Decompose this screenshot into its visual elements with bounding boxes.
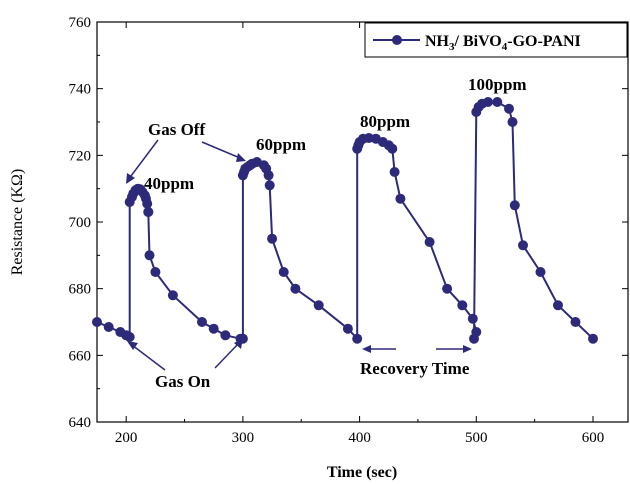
y-tick-label: 680 [69,282,92,298]
data-point [442,283,453,294]
annotation-recovery-time: Recovery Time [360,359,470,378]
x-axis-ticks: 200 300 400 500 600 [115,22,604,446]
arrow-gas-on-to-40ppm [131,344,166,371]
data-point [208,323,219,334]
data-point [124,332,135,342]
data-point [313,300,324,311]
data-point [457,300,468,311]
data-point [150,267,161,277]
arrowhead-gas-on-to-40ppm [127,341,138,350]
annotation-60ppm: 60ppm [256,135,306,154]
data-point [518,240,528,251]
y-tick-label: 720 [69,148,92,164]
data-point [342,323,353,334]
data-point [588,333,598,344]
legend-label: NH3/ BiVO4-GO-PANI [425,33,581,53]
arrow-gas-on-to-60ppm [214,342,240,369]
arrowhead-recovery-left [362,345,371,353]
data-point [535,267,546,277]
series-group [92,97,598,344]
x-tick-label: 300 [232,430,255,446]
y-tick-label: 740 [69,82,92,98]
arrowhead-recovery-right [463,345,472,353]
data-point [492,97,503,107]
annotations: Gas Off 40ppm 60ppm 80ppm 100ppm Gas On … [126,75,527,391]
data-point [220,330,231,341]
annotation-40ppm: 40ppm [144,174,194,193]
data-point [278,267,289,277]
data-point [103,322,114,332]
data-point [263,170,274,181]
data-point [395,193,406,204]
x-tick-label: 200 [115,430,138,446]
data-point [387,143,398,154]
annotation-gas-off: Gas Off [148,120,205,139]
data-point [553,300,563,311]
y-tick-label: 640 [69,415,92,431]
data-point [143,207,154,217]
arrowhead-gas-off-to-60ppm [236,153,246,162]
x-tick-label: 600 [582,430,605,446]
data-point [504,103,514,114]
data-point [197,317,207,327]
data-point [264,180,275,191]
x-tick-label: 400 [348,430,371,446]
data-point [267,233,278,244]
data-point [144,250,155,261]
x-axis-title: Time (sec) [327,464,397,481]
data-point [142,198,153,209]
data-point [570,317,581,327]
arrow-gas-off-to-60ppm [201,141,241,159]
data-point [290,283,301,294]
legend: NH3/ BiVO4-GO-PANI [364,22,628,58]
y-tick-label: 760 [69,15,92,31]
legend-marker-swatch [392,35,402,45]
y-axis-title: Resistance (KΩ) [9,169,26,276]
data-point [92,317,102,327]
data-point [352,333,363,344]
annotation-100ppm: 100ppm [468,75,527,94]
annotation-80ppm: 80ppm [360,112,410,131]
y-axis-ticks: 640 660 680 700 720 740 760 [69,15,628,431]
data-point [167,290,178,301]
y-tick-label: 660 [69,348,92,364]
arrowhead-gas-on-to-60ppm [234,338,243,349]
data-point [507,117,518,127]
data-point [483,97,493,107]
data-point [424,237,435,247]
annotation-gas-on: Gas On [155,372,211,391]
data-point [467,313,478,324]
arrowhead-gas-off-to-40ppm [126,173,135,184]
data-point [469,333,479,344]
x-tick-label: 500 [465,430,488,446]
data-point [509,200,520,211]
y-tick-label: 700 [69,215,92,231]
arrow-gas-off-to-40ppm [127,139,159,181]
data-point [389,167,400,177]
